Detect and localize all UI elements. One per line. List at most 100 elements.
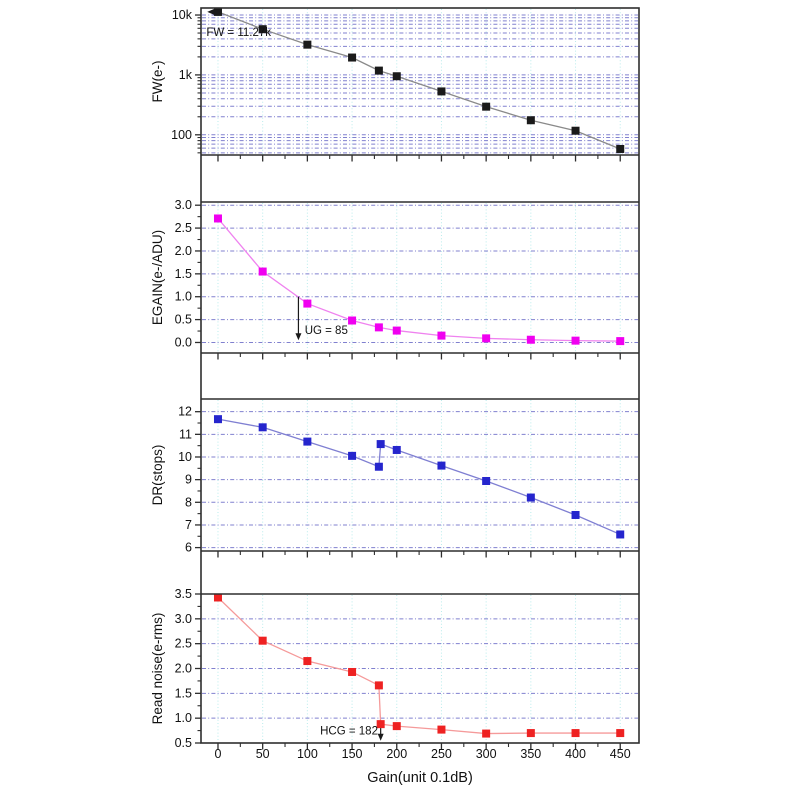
y-tick-label: 3.0 xyxy=(175,198,192,212)
data-point-read-noise xyxy=(258,636,267,645)
data-point-fw xyxy=(374,66,383,75)
data-point-read-noise xyxy=(392,722,401,731)
y-tick-label: 1.5 xyxy=(175,686,192,700)
data-point-fw xyxy=(437,87,446,96)
y-tick-label: 10k xyxy=(172,8,193,22)
data-point-fw xyxy=(616,144,625,153)
data-point-egain xyxy=(616,337,625,346)
data-point-fw xyxy=(348,53,357,62)
y-tick-label: 1.5 xyxy=(175,267,192,281)
y-tick-label: 2.5 xyxy=(175,221,192,235)
data-point-egain xyxy=(258,267,267,276)
data-point-egain xyxy=(526,335,535,344)
series-line-read-noise xyxy=(217,597,621,735)
y-tick-label: 2.0 xyxy=(175,662,192,676)
data-point-fw xyxy=(392,72,401,81)
y-tick-label: 2.0 xyxy=(175,244,192,258)
y-tick-label: 0.5 xyxy=(175,313,192,327)
y-tick-label: 3.0 xyxy=(175,612,192,626)
y-tick-label: 9 xyxy=(185,473,192,487)
data-point-read-noise xyxy=(303,657,312,666)
y-tick-label: 1.0 xyxy=(175,290,192,304)
x-tick-label: 400 xyxy=(565,747,586,761)
y-tick-label: 1.0 xyxy=(175,711,192,725)
y-axis-title-egain: EGAIN(e-/ADU) xyxy=(150,230,165,325)
data-point-dr xyxy=(213,415,222,424)
panel-egain: UG = 85 3.0 2.5 2.0 1.5 1.0 0.5 0.0 EGAIN(e-/ADU… xyxy=(150,198,638,352)
data-point-dr xyxy=(437,461,446,470)
y-tick-label: 3.5 xyxy=(175,587,192,601)
data-point-dr xyxy=(303,437,312,446)
y-tick-label: 1k xyxy=(179,68,193,82)
data-point-read-noise xyxy=(213,593,222,602)
data-point-egain xyxy=(348,316,357,325)
y-axis-title-dr: DR(stops) xyxy=(150,445,165,506)
data-point-fw xyxy=(526,116,535,125)
annotation-arrowhead xyxy=(207,8,215,15)
data-point-egain xyxy=(303,299,312,308)
y-tick-label: 0.0 xyxy=(175,335,192,349)
data-point-read-noise xyxy=(376,720,385,729)
data-point-fw xyxy=(571,126,580,135)
x-tick-label: 0 xyxy=(215,747,222,761)
x-tick-label: 300 xyxy=(476,747,497,761)
data-point-dr xyxy=(482,477,491,486)
y-tick-label: 8 xyxy=(185,495,192,509)
data-point-dr xyxy=(616,530,625,539)
data-point-read-noise xyxy=(526,729,535,738)
x-axis-title: Gain(unit 0.1dB) xyxy=(367,770,473,786)
data-point-read-noise xyxy=(374,681,383,690)
panel-read-noise: HCG = 182 3.5 3.0 2.5 2.0 1.5 1.0 0.5 Read noise… xyxy=(150,587,638,750)
y-tick-label: 6 xyxy=(185,541,192,555)
y-tick-label: 100 xyxy=(171,128,192,142)
y-tick-label: 10 xyxy=(178,450,192,464)
x-tick-label: 100 xyxy=(297,747,318,761)
data-point-dr xyxy=(571,510,580,519)
y-tick-label: 12 xyxy=(178,405,192,419)
data-point-dr xyxy=(392,445,401,454)
data-point-dr xyxy=(526,493,535,502)
y-tick-label: 0.5 xyxy=(175,736,192,750)
data-point-egain xyxy=(437,331,446,340)
x-tick-label: 50 xyxy=(256,747,270,761)
x-tick-label: 200 xyxy=(386,747,407,761)
x-tick-label: 250 xyxy=(431,747,452,761)
data-point-fw xyxy=(303,40,312,49)
data-point-egain xyxy=(213,214,222,223)
y-tick-label: 2.5 xyxy=(175,637,192,651)
y-axis-title-fw: FW(e-) xyxy=(150,61,165,103)
y-tick-label: 11 xyxy=(179,427,192,441)
data-point-dr xyxy=(374,462,383,471)
data-point-dr xyxy=(376,440,385,449)
data-point-egain xyxy=(392,326,401,335)
x-tick-label: 450 xyxy=(610,747,631,761)
data-point-read-noise xyxy=(437,725,446,734)
annotation-arrowhead xyxy=(295,333,302,341)
y-axis-title-read-noise: Read noise(e-rms) xyxy=(150,613,165,725)
series-line-dr xyxy=(217,418,621,536)
x-tick-label: 150 xyxy=(342,747,363,761)
annotation-text: FW = 11.27k xyxy=(206,27,271,39)
annotation-text: HCG = 182 xyxy=(320,726,378,738)
y-tick-label: 7 xyxy=(185,518,192,532)
data-point-egain xyxy=(374,323,383,332)
data-point-read-noise xyxy=(571,729,580,738)
data-point-fw xyxy=(482,102,491,111)
data-point-fw xyxy=(258,25,267,34)
data-point-read-noise xyxy=(482,729,491,738)
data-point-dr xyxy=(348,451,357,460)
x-tick-label: 350 xyxy=(520,747,541,761)
data-point-egain xyxy=(482,334,491,343)
series-line-egain xyxy=(217,218,621,342)
annotation-text: UG = 85 xyxy=(305,325,348,337)
data-point-read-noise xyxy=(616,729,625,738)
figure-border xyxy=(200,7,640,744)
annotation-arrowhead xyxy=(377,733,384,741)
data-point-read-noise xyxy=(348,667,357,676)
panel-fw: FW = 11.27k 10k 1k 100 FW(e-) xyxy=(150,7,638,154)
data-point-egain xyxy=(571,336,580,345)
data-point-dr xyxy=(258,423,267,432)
panel-dr: 12 11 10 9 8 7 6 DR(stops) xyxy=(150,400,638,555)
